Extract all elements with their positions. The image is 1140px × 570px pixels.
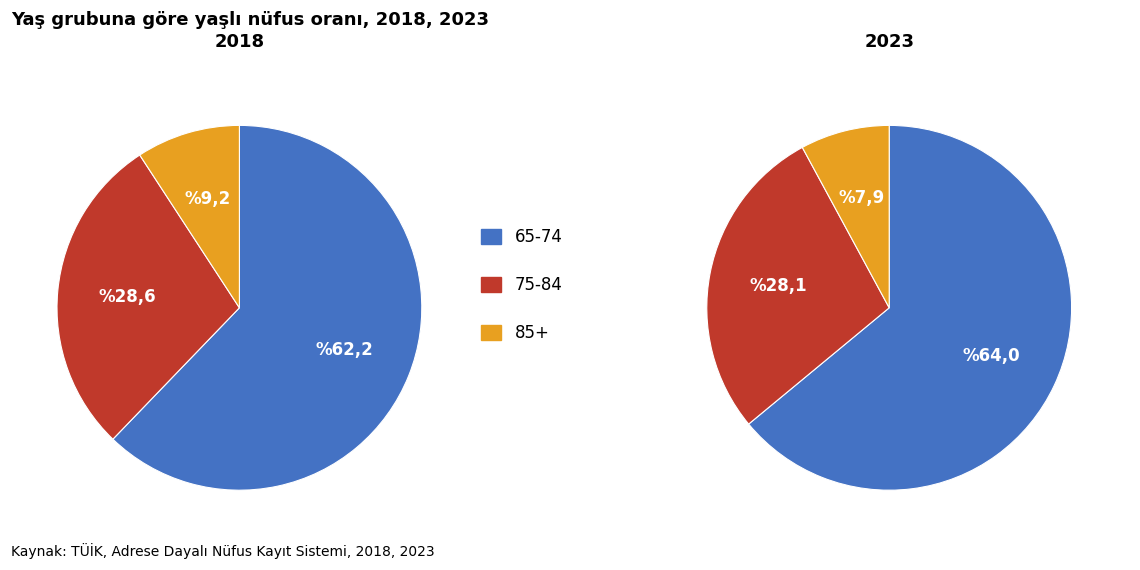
Text: %9,2: %9,2 <box>184 190 230 209</box>
Text: 2018: 2018 <box>214 33 264 51</box>
Text: %62,2: %62,2 <box>316 341 373 359</box>
Wedge shape <box>803 125 889 308</box>
Text: %28,1: %28,1 <box>749 277 807 295</box>
Text: Kaynak: TÜİK, Adrese Dayalı Nüfus Kayıt Sistemi, 2018, 2023: Kaynak: TÜİK, Adrese Dayalı Nüfus Kayıt … <box>11 543 435 559</box>
Text: %64,0: %64,0 <box>962 347 1020 365</box>
Text: %28,6: %28,6 <box>98 288 156 306</box>
Wedge shape <box>707 148 889 424</box>
Wedge shape <box>749 125 1072 490</box>
Wedge shape <box>140 125 239 308</box>
Text: 2023: 2023 <box>864 33 914 51</box>
Wedge shape <box>113 125 422 490</box>
Text: Yaş grubuna göre yaşlı nüfus oranı, 2018, 2023: Yaş grubuna göre yaşlı nüfus oranı, 2018… <box>11 11 489 30</box>
Wedge shape <box>57 155 239 439</box>
Legend: 65-74, 75-84, 85+: 65-74, 75-84, 85+ <box>481 228 563 342</box>
Text: %7,9: %7,9 <box>838 189 885 207</box>
